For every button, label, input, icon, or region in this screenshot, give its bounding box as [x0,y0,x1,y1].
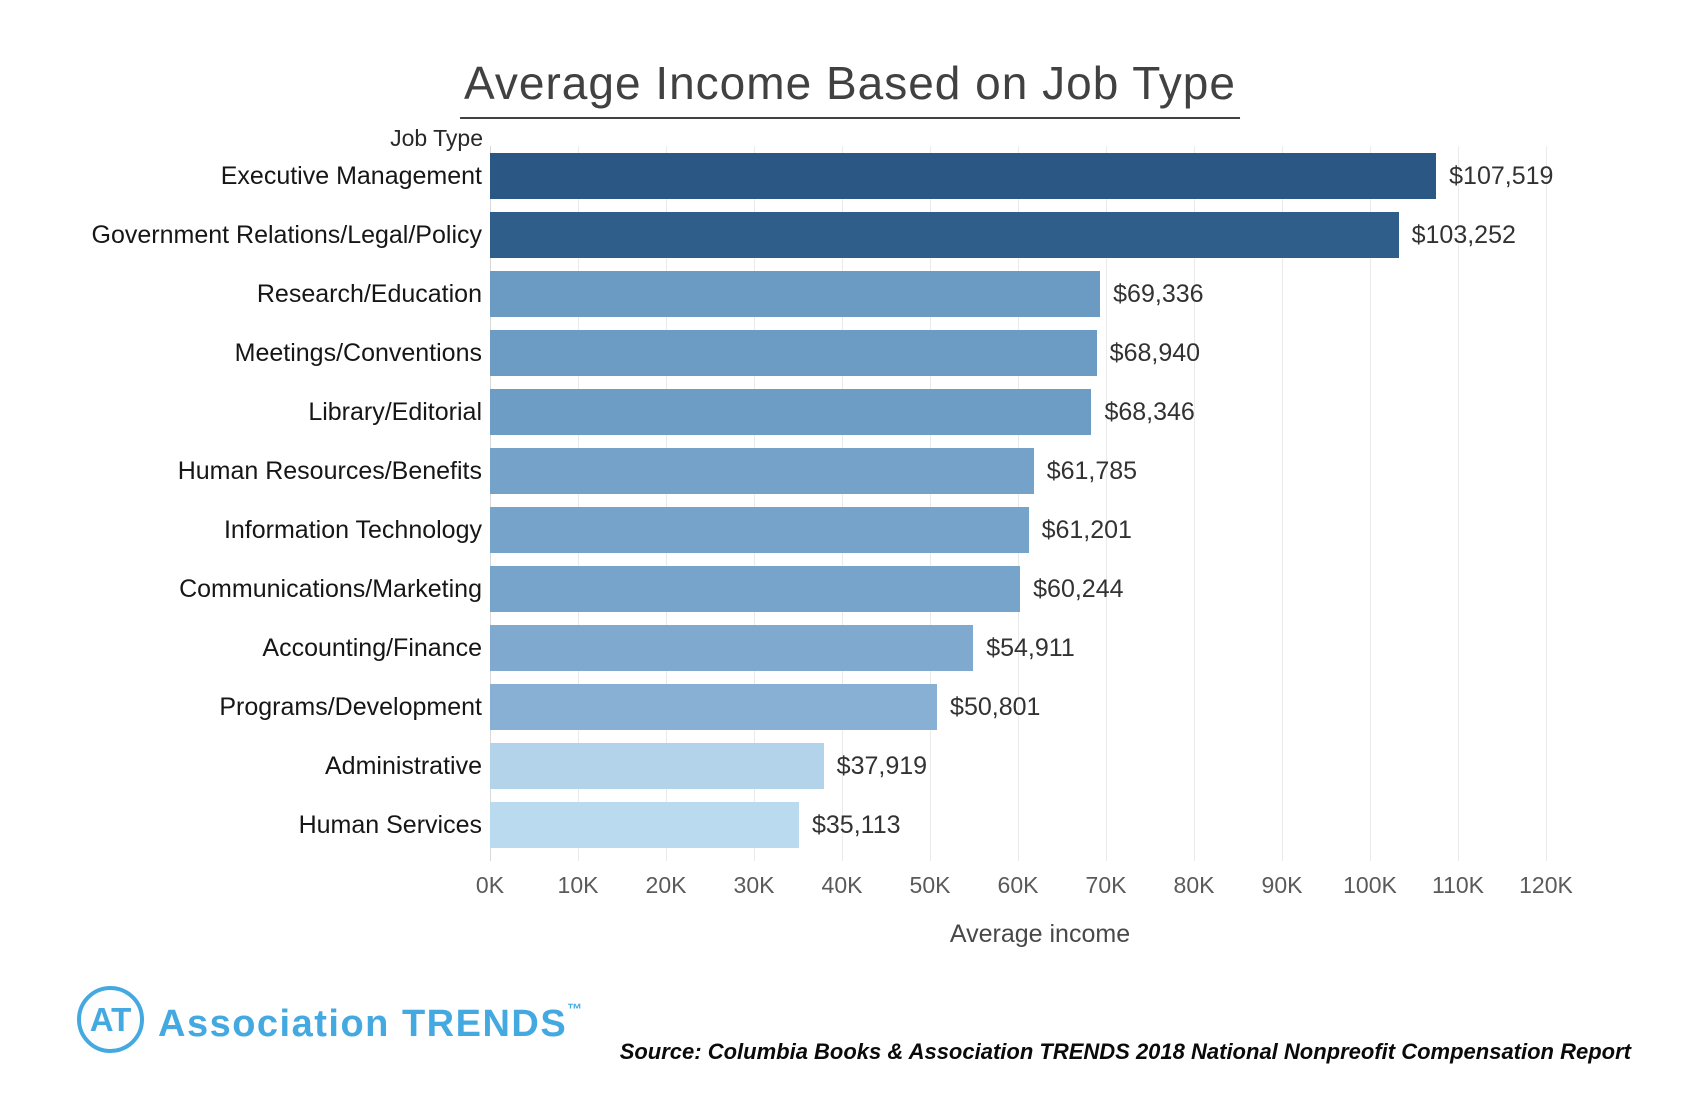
gridline [577,146,579,861]
category-label: Communications/Marketing [179,574,482,603]
x-axis-title: Average income [949,920,1131,948]
gridline [1281,146,1283,861]
category-label: Research/Education [256,279,482,308]
x-tick-label: 80K [1173,872,1215,898]
value-label: $61,785 [1046,456,1138,485]
gridline [1017,146,1019,861]
bar [490,506,1029,553]
value-label: $103,252 [1411,220,1516,249]
gridline [1105,146,1107,861]
gridline [489,146,491,861]
source-text: Source: Columbia Books & Association TRE… [619,1039,1631,1064]
bar [490,152,1437,199]
value-label: $61,201 [1041,515,1132,544]
category-label: Information Technology [223,515,482,544]
x-tick-label: 20K [645,872,687,898]
bar [490,211,1399,258]
trademark-symbol: ™ [567,1001,583,1018]
x-tick-label: 0K [475,872,505,898]
category-label: Human Services [298,810,482,839]
category-label: Human Resources/Benefits [177,456,482,485]
category-label: Government Relations/Legal/Policy [91,220,482,249]
gridline [1457,146,1459,861]
value-label: $35,113 [811,810,901,839]
x-tick-label: 40K [821,872,863,898]
category-label: Programs/Development [219,692,482,721]
value-label: $60,244 [1033,574,1124,603]
bar [490,447,1034,494]
bar [490,801,799,848]
bar [490,742,824,789]
x-tick-label: 120K [1519,872,1573,898]
brand-name-text: Association TRENDS [158,1003,568,1045]
category-label: Executive Management [220,161,482,190]
x-tick-label: 50K [909,872,951,898]
chart-title: Average Income Based on Job Type [460,56,1240,119]
x-tick-label: 70K [1085,872,1127,898]
gridline [1193,146,1195,861]
value-label: $107,519 [1449,161,1554,190]
bar [490,329,1097,376]
category-label: Accounting/Finance [262,633,482,662]
bar [490,388,1092,435]
value-label: $68,940 [1109,338,1201,367]
category-label: Administrative [325,751,482,780]
bar [490,683,938,730]
x-tick-label: 100K [1343,872,1397,898]
x-tick-label: 10K [557,872,599,898]
gridline [1369,146,1371,861]
x-tick-label: 30K [733,872,775,898]
gridline [841,146,843,861]
gridline [929,146,931,861]
association-trends-logo-icon: AT [77,986,144,1053]
gridline [665,146,667,861]
x-tick-label: 60K [997,872,1039,898]
value-label: $54,911 [986,633,1075,662]
bar [490,565,1021,612]
value-label: $68,346 [1104,397,1195,426]
bar [490,270,1101,317]
x-tick-label: 90K [1261,872,1303,898]
gridline [753,146,755,861]
category-label: Library/Editorial [308,397,482,426]
value-label: $37,919 [836,751,928,780]
brand-name: Association TRENDS™ [158,1001,582,1046]
logo-monogram: AT [89,1000,132,1038]
x-tick-label: 110K [1431,872,1484,898]
category-label: Meetings/Conventions [234,338,482,367]
value-label: $50,801 [950,692,1041,721]
value-label: $69,336 [1113,279,1204,308]
bar [490,624,974,671]
gridline [1545,146,1547,861]
y-axis-header: Job Type [390,125,483,151]
